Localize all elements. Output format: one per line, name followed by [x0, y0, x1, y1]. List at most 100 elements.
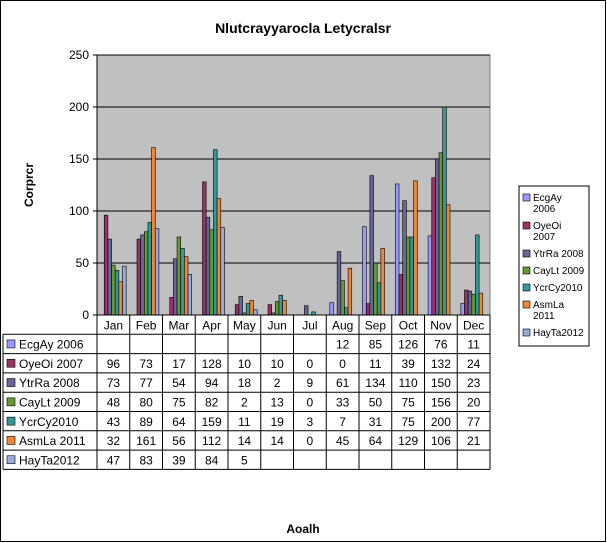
x-tick-label: Aug	[332, 318, 353, 332]
data-label: 0	[307, 434, 314, 448]
chart-title: Nlutcrayyarocla Letycralsr	[215, 20, 391, 36]
legend-label: YtrRa 2008	[533, 249, 584, 260]
bar	[329, 302, 334, 316]
data-label: 0	[307, 396, 314, 410]
bar	[253, 309, 258, 316]
data-label: 80	[139, 396, 153, 410]
data-label: 75	[172, 396, 186, 410]
x-tick-label: Jun	[267, 318, 286, 332]
data-label: 134	[365, 376, 385, 390]
data-label: 85	[369, 338, 383, 352]
data-label: 10	[238, 357, 252, 371]
data-label: 94	[205, 376, 219, 390]
bar	[475, 234, 480, 316]
legend-label: YcrCy2010	[533, 283, 583, 294]
data-label: 150	[431, 376, 451, 390]
data-label: 21	[467, 434, 481, 448]
y-tick-label: 150	[69, 152, 89, 166]
data-label: 10	[270, 357, 284, 371]
data-label: 83	[139, 453, 153, 467]
data-label: 77	[139, 376, 153, 390]
x-tick-label: Feb	[136, 318, 157, 332]
x-tick-label: Dec	[463, 318, 484, 332]
data-label: 2	[274, 376, 281, 390]
bar	[107, 238, 112, 316]
bar	[122, 265, 127, 316]
y-axis-title: Corprcr	[22, 163, 36, 207]
data-label: 75	[401, 396, 415, 410]
data-label: 112	[202, 434, 221, 448]
bar	[471, 293, 476, 316]
table-legend-key	[6, 358, 16, 368]
data-label: 39	[172, 453, 186, 467]
bar	[427, 235, 433, 316]
x-axis-title: Aoalh	[286, 522, 319, 536]
data-label: 14	[238, 434, 252, 448]
legend-box	[518, 185, 590, 347]
legend-key	[522, 300, 531, 309]
data-label: 39	[401, 357, 415, 371]
legend-key	[522, 249, 531, 258]
legend-key	[522, 328, 531, 337]
data-label: 161	[136, 434, 156, 448]
table-legend-key	[6, 378, 16, 387]
bar	[180, 248, 185, 316]
bar	[213, 149, 218, 316]
y-tick-label: 0	[82, 308, 89, 322]
bar	[442, 106, 447, 316]
bar	[413, 180, 418, 316]
bar	[151, 147, 156, 316]
x-tick-label: Nov	[430, 318, 451, 332]
legend-key	[522, 266, 531, 275]
bar	[464, 289, 469, 316]
bar	[380, 248, 385, 316]
data-label: 75	[401, 415, 415, 429]
data-label: 0	[307, 357, 314, 371]
bar	[114, 269, 120, 316]
x-tick-label: Apr	[202, 318, 221, 332]
bar	[362, 226, 367, 316]
data-label: 47	[107, 453, 121, 467]
bar	[118, 281, 123, 316]
bar	[435, 158, 440, 316]
legend-key	[522, 193, 531, 202]
table-legend-key	[6, 397, 16, 407]
data-label: 159	[202, 415, 222, 429]
data-label: 82	[205, 396, 219, 410]
bar	[347, 267, 353, 316]
plot-area	[96, 54, 491, 316]
data-label: 126	[398, 338, 418, 352]
bar	[169, 297, 174, 316]
bar	[267, 304, 272, 316]
data-label: 33	[336, 396, 350, 410]
data-label: 50	[369, 396, 383, 410]
data-label: 73	[139, 357, 153, 371]
y-tick-label: 250	[69, 48, 89, 62]
table-legend-key	[6, 416, 16, 426]
x-tick-label: Sep	[365, 318, 387, 332]
x-tick-label: May	[233, 318, 256, 332]
bar	[154, 228, 160, 316]
legend-label: OyeOi	[533, 221, 561, 232]
data-label: 0	[339, 357, 346, 371]
bar	[275, 301, 280, 316]
bar	[467, 290, 473, 316]
bar	[220, 227, 225, 316]
data-label: 128	[202, 357, 222, 371]
bar	[373, 262, 378, 316]
data-label: 73	[107, 376, 121, 390]
data-label: 23	[467, 376, 481, 390]
data-label: 14	[270, 434, 284, 448]
data-label: 32	[107, 434, 121, 448]
table-series-name: YtrRa 2008	[19, 376, 80, 390]
bar	[395, 183, 400, 316]
bar	[478, 292, 484, 316]
bar	[365, 303, 371, 316]
bar	[111, 264, 116, 316]
x-tick-label: Jan	[104, 318, 123, 332]
legend-key	[522, 283, 531, 292]
bars	[103, 106, 484, 316]
data-label: 106	[431, 434, 451, 448]
data-label: 11	[238, 415, 251, 429]
